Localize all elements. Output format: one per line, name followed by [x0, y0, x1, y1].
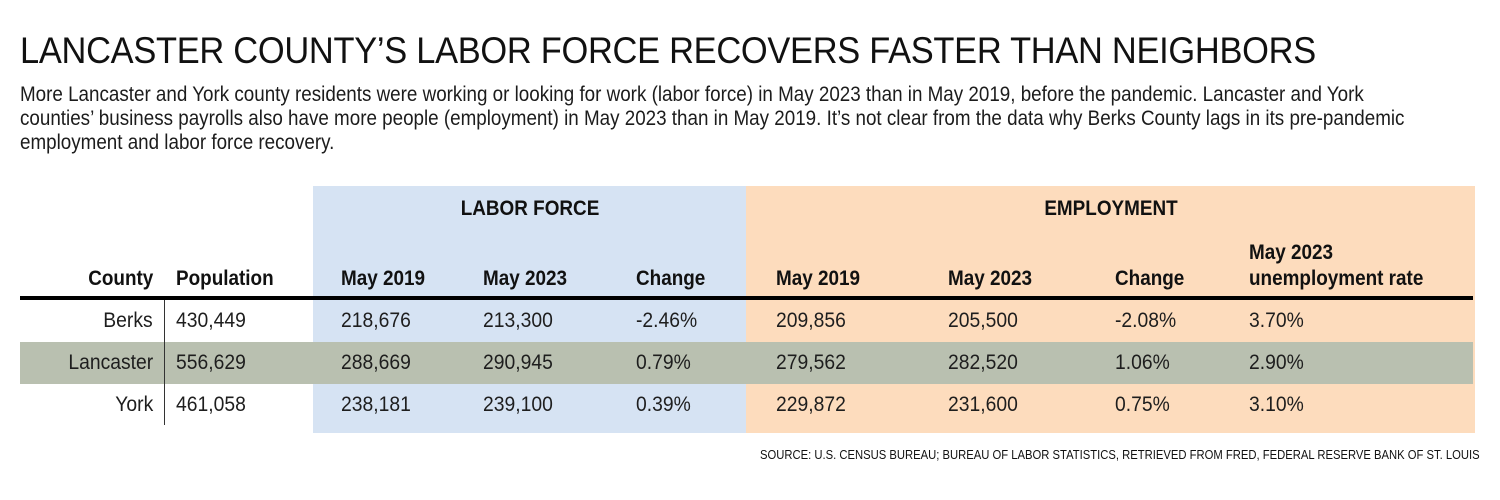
cell-population: 430,449 [176, 309, 246, 332]
header-county: County [87, 267, 153, 290]
header-lf-2019: May 2019 [341, 267, 426, 290]
cell-emp-change: 0.75% [1115, 393, 1170, 416]
cell-unemp: 3.10% [1249, 393, 1304, 416]
cell-lf-2023: 239,100 [483, 393, 553, 416]
cell-emp-change: -2.08% [1115, 309, 1177, 332]
cell-emp-2019: 229,872 [776, 393, 846, 416]
header-population: Population [176, 267, 274, 290]
cell-lf-change: -2.46% [636, 309, 698, 332]
cell-emp-2023: 282,520 [948, 351, 1018, 374]
cell-population: 556,629 [176, 351, 246, 374]
header-unemp-line2: unemployment rate [1249, 267, 1424, 290]
cell-emp-2023: 205,500 [948, 309, 1018, 332]
cell-lf-2019: 238,181 [341, 393, 411, 416]
cell-county: Berks [103, 309, 153, 332]
cell-county: Lancaster [68, 351, 153, 374]
cell-lf-2019: 288,669 [341, 351, 411, 374]
header-emp-2019: May 2019 [776, 267, 861, 290]
county-column-divider [164, 300, 165, 425]
header-lf-change: Change [636, 267, 706, 290]
header-rule [20, 296, 1473, 300]
cell-lf-change: 0.39% [636, 393, 691, 416]
highlight-row-lancaster [20, 342, 1473, 384]
employment-group-header: EMPLOYMENT [1044, 197, 1178, 220]
cell-county: York [115, 393, 153, 416]
cell-emp-2019: 209,856 [776, 309, 846, 332]
cell-unemp: 3.70% [1249, 309, 1304, 332]
labor-force-panel [313, 186, 746, 433]
cell-emp-2019: 279,562 [776, 351, 846, 374]
page-title: LANCASTER COUNTY’S LABOR FORCE RECOVERS … [20, 30, 1316, 71]
source-note: SOURCE: U.S. CENSUS BUREAU; BUREAU OF LA… [760, 448, 1480, 462]
header-emp-2023: May 2023 [948, 267, 1033, 290]
cell-unemp: 2.90% [1249, 351, 1304, 374]
cell-emp-2023: 231,600 [948, 393, 1018, 416]
cell-lf-change: 0.79% [636, 351, 691, 374]
employment-panel [746, 186, 1475, 433]
header-unemp-line1: May 2023 [1249, 241, 1334, 264]
cell-lf-2023: 213,300 [483, 309, 553, 332]
cell-population: 461,058 [176, 393, 246, 416]
cell-emp-change: 1.06% [1115, 351, 1170, 374]
cell-lf-2023: 290,945 [483, 351, 553, 374]
cell-lf-2019: 218,676 [341, 309, 411, 332]
labor-force-group-header: LABOR FORCE [460, 197, 600, 220]
header-emp-change: Change [1115, 267, 1185, 290]
header-lf-2023: May 2023 [483, 267, 568, 290]
subtitle: More Lancaster and York county residents… [20, 82, 1405, 154]
